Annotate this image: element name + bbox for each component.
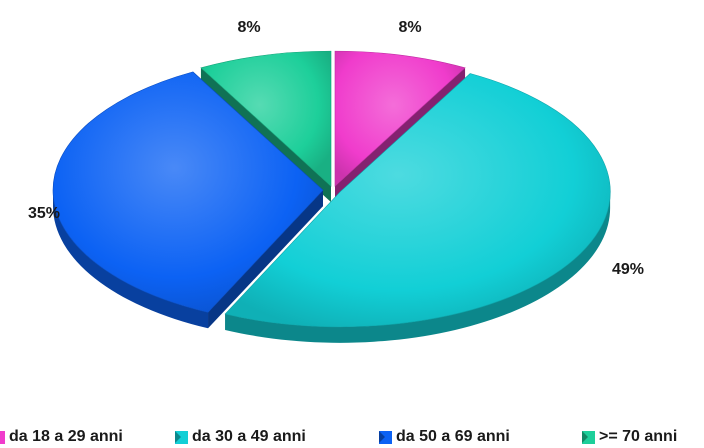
data-label-30-49: 49% [612,261,644,278]
pie-slice-top-70-plus [200,50,332,187]
data-label-18-29: 8% [398,19,421,36]
legend-swatch-30-49 [175,430,188,444]
pie-slice-wall-50-69-0 [208,190,324,329]
legend-swatch-50-69 [379,430,392,444]
pie-slice-top-18-29 [334,50,466,187]
legend-label-70-plus: >= 70 anni [599,428,678,445]
pie-slice-50-69 [52,71,324,329]
legend-item-18-29: da 18 a 29 anni [0,428,123,446]
legend-swatch-18-29 [0,430,5,444]
legend-label-30-49: da 30 a 49 anni [192,428,306,445]
pie-slice-rim-50-69 [53,190,209,329]
legend-swatch-70-plus [582,430,595,444]
legend-label-50-69: da 50 a 69 anni [396,428,510,445]
legend-item-30-49: da 30 a 49 anni [175,428,306,446]
data-label-50-69: 35% [28,205,60,222]
data-label-70-plus: 8% [237,19,260,36]
pie-slice-top-30-49 [224,73,611,328]
legend: da 18 a 29 anni da 30 a 49 anni da 50 a … [0,428,704,448]
legend-item-70-plus: >= 70 anni [582,428,677,446]
pie-slice-top-50-69 [52,71,324,313]
pie-slice-30-49 [224,73,611,343]
legend-label-18-29: da 18 a 29 anni [9,428,123,445]
legend-item-50-69: da 50 a 69 anni [379,428,510,446]
pie-slice-rim-30-49 [225,191,611,343]
